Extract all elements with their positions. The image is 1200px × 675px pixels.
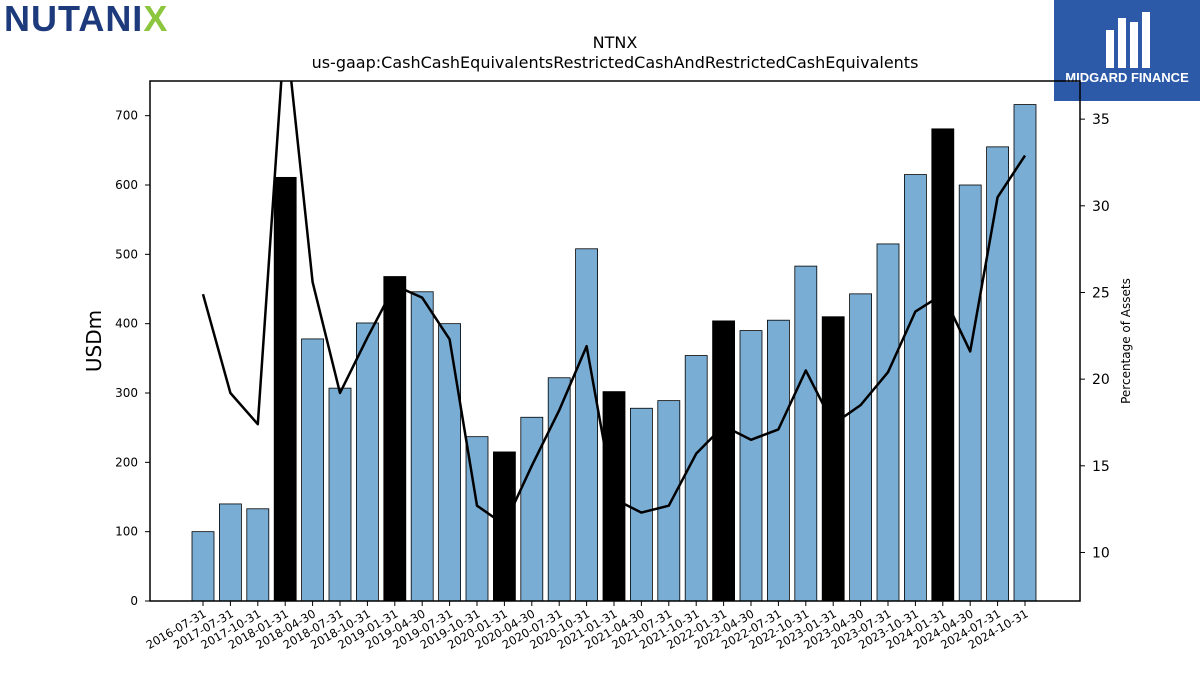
bar-2016-07-31: [191, 531, 215, 602]
y-tick-label-left: 400: [115, 317, 138, 331]
y-tick-label-left: 300: [115, 386, 138, 400]
y-tick-label-right: 25: [1092, 285, 1110, 301]
bar-2018-04-30: [301, 338, 325, 602]
y-tick-label-right: 35: [1092, 112, 1110, 128]
bar-2021-10-31: [684, 355, 708, 602]
bar-2020-01-31: [492, 451, 516, 602]
bar-2022-10-31: [794, 265, 818, 602]
bar-2018-07-31: [328, 387, 352, 602]
y-tick-label-left: 200: [115, 455, 138, 469]
midgard-emblem-icon: [1106, 12, 1150, 68]
plot-frame: [149, 80, 1081, 602]
nutanix-logo: NUTANIX: [4, 1, 168, 37]
bar-2024-07-31: [986, 146, 1009, 602]
bar-2023-10-31: [904, 174, 927, 602]
y-tick-label-left: 700: [115, 109, 138, 123]
y-axis-label-left: USDm: [82, 310, 106, 372]
bar-2020-10-31: [575, 248, 598, 602]
y-tick-label-right: 20: [1092, 372, 1110, 388]
bar-2023-04-30: [849, 293, 872, 602]
bar-2023-07-31: [876, 243, 900, 602]
bar-2019-04-30: [410, 291, 434, 602]
chart-subtitle: us-gaap:CashCashEquivalentsRestrictedCas…: [311, 53, 919, 72]
bar-2024-04-30: [958, 184, 982, 602]
bar-2022-01-31: [712, 320, 735, 602]
chart-title: NTNX: [592, 33, 638, 52]
bar-2019-01-31: [383, 276, 407, 602]
bar-2024-01-31: [931, 128, 955, 602]
logo-x: X: [143, 0, 169, 39]
bar-2017-07-31: [218, 503, 242, 602]
bar-2021-07-31: [657, 400, 681, 602]
bar-2022-04-30: [739, 330, 763, 602]
y-axis-label-right: Percentage of Assets: [1119, 278, 1133, 404]
bar-2018-01-31: [273, 176, 297, 602]
bar-2018-10-31: [355, 322, 379, 602]
bar-2021-04-30: [630, 407, 653, 602]
y-tick-label-left: 100: [115, 525, 138, 539]
bar-2024-10-31: [1013, 104, 1037, 602]
y-tick-label-right: 30: [1092, 199, 1110, 215]
y-tick-label-left: 500: [115, 247, 138, 261]
y-tick-label-right: 15: [1092, 459, 1110, 475]
bar-2017-10-31: [246, 508, 270, 602]
midgard-finance-logo: MIDGARD FINANCE: [1054, 0, 1200, 101]
bar-2019-07-31: [438, 323, 462, 602]
y-tick-label-left: 600: [115, 178, 138, 192]
midgard-brand-text: MIDGARD FINANCE: [1065, 70, 1189, 85]
logo-text: NUTANI: [4, 0, 144, 39]
bar-2023-01-31: [821, 316, 845, 602]
y-tick-label-right: 10: [1092, 545, 1110, 561]
bar-2020-04-30: [520, 416, 544, 602]
percentage-line: [201, 81, 1027, 526]
y-tick-label-left: 0: [130, 594, 138, 608]
bar-2022-07-31: [767, 319, 790, 602]
